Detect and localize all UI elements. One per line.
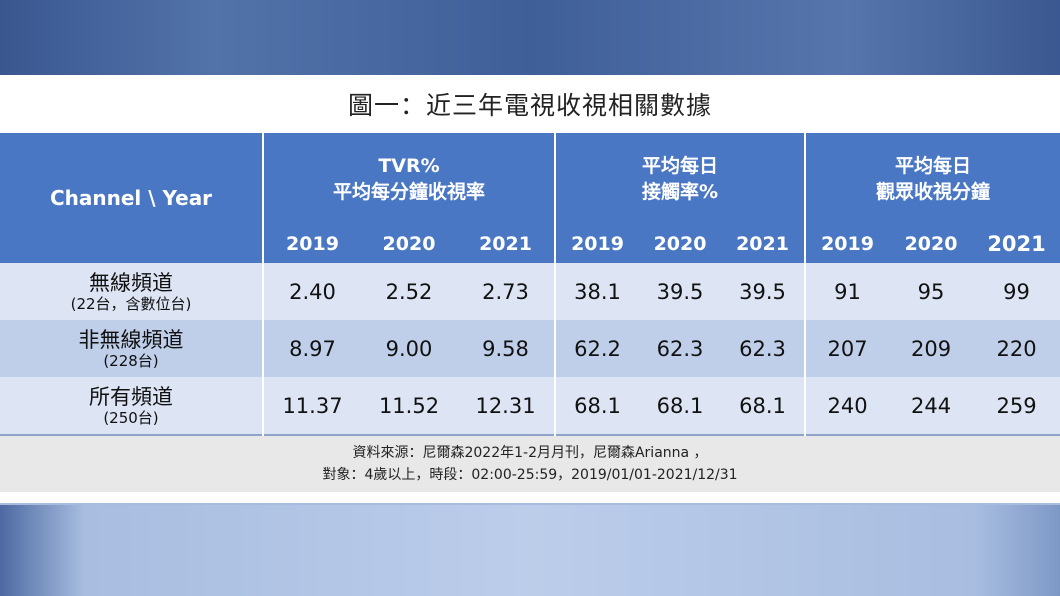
row-label-sub: (228台) (103, 351, 159, 370)
table-cell: 11.37 (263, 377, 361, 435)
year-header: 2021 (457, 225, 557, 263)
year-header: 2020 (904, 233, 958, 255)
group-header-reach: 平均每日 接觸率% (555, 133, 807, 225)
table-cell: 259 (973, 377, 1060, 435)
row-label-sub: (250台) (103, 408, 159, 427)
source-note: 資料來源：尼爾森2022年1-2月月刊，尼爾森Arianna ， 對象：4歲以上… (0, 434, 1060, 492)
table-cell: 99 (973, 263, 1060, 320)
chart-title: 圖一：近三年電視收視相關數據 (347, 91, 712, 120)
table-cell: 2.73 (457, 263, 557, 320)
group-header-line1: 平均每日 (642, 155, 719, 177)
year-header: 2019 (571, 233, 624, 255)
row-label-main: 非無線頻道 (78, 327, 184, 352)
year-header: 2021 (721, 225, 807, 263)
table-cell: 244 (889, 377, 974, 435)
row-label-main: 所有頻道 (89, 384, 173, 409)
row-label: 所有頻道 (250台) (0, 377, 264, 435)
corner-header: Channel \ Year (0, 133, 264, 263)
table-cell: 91 (805, 263, 890, 320)
year-header: 2021 (987, 232, 1046, 256)
group-header-line2: 觀眾收視分鐘 (876, 181, 991, 203)
table-cell: 12.31 (457, 377, 557, 435)
group-header-line1: TVR% (378, 155, 440, 177)
row-label-main: 無線頻道 (89, 270, 173, 295)
year-header: 2020 (382, 233, 436, 255)
table-cell: 95 (889, 263, 974, 320)
table-cell: 207 (805, 320, 890, 377)
group-header-tvr: TVR% 平均每分鐘收視率 (263, 133, 557, 225)
table-cell: 62.3 (639, 320, 722, 377)
table-row: 無線頻道 (22台，含數位台) 2.40 2.52 2.73 38.1 39.5… (0, 263, 1060, 320)
data-table: Channel \ Year TVR% 平均每分鐘收視率 平均每日 接觸率% 平… (0, 133, 1060, 492)
source-line-1: 資料來源：尼爾森2022年1-2月月刊，尼爾森Arianna ， (352, 445, 708, 461)
table-cell: 39.5 (721, 263, 807, 320)
table-cell: 38.1 (555, 263, 640, 320)
background-bottom (0, 505, 1060, 596)
table-cell: 8.97 (263, 320, 361, 377)
table-cell: 62.3 (721, 320, 807, 377)
table-cell: 68.1 (639, 377, 722, 435)
background-top (0, 0, 1060, 75)
group-header-line2: 接觸率% (642, 181, 719, 203)
group-header-line2: 平均每分鐘收視率 (333, 181, 486, 203)
table-cell: 2.40 (263, 263, 361, 320)
table-cell: 11.52 (361, 377, 457, 435)
table-cell: 68.1 (721, 377, 807, 435)
year-header: 2020 (653, 233, 707, 255)
table-cell: 62.2 (555, 320, 640, 377)
table-cell: 2.52 (361, 263, 457, 320)
source-line-2: 對象：4歲以上，時段：02:00-25:59，2019/01/01-2021/1… (322, 467, 738, 483)
table-cell: 9.58 (457, 320, 557, 377)
table-cell: 209 (889, 320, 974, 377)
source-footer: 資料來源：尼爾森2022年1-2月月刊，尼爾森Arianna ， 對象：4歲以上… (0, 434, 1060, 492)
table-cell: 39.5 (639, 263, 722, 320)
table-row: 非無線頻道 (228台) 8.97 9.00 9.58 62.2 62.3 62… (0, 320, 1060, 377)
table-cell: 68.1 (555, 377, 640, 435)
table-cell: 240 (805, 377, 890, 435)
row-label-sub: (22台，含數位台) (70, 294, 192, 313)
table-cell: 220 (973, 320, 1060, 377)
row-label: 非無線頻道 (228台) (0, 320, 264, 377)
year-header: 2019 (821, 233, 874, 255)
group-header-minutes: 平均每日 觀眾收視分鐘 (805, 133, 1060, 225)
group-header-line1: 平均每日 (895, 155, 972, 177)
year-header: 2019 (286, 233, 339, 255)
chart-panel: 圖一：近三年電視收視相關數據 Channel \ Year TVR% 平均每分鐘… (0, 75, 1060, 503)
table-row: 所有頻道 (250台) 11.37 11.52 12.31 68.1 68.1 … (0, 377, 1060, 435)
row-label: 無線頻道 (22台，含數位台) (0, 263, 264, 320)
table-cell: 9.00 (361, 320, 457, 377)
